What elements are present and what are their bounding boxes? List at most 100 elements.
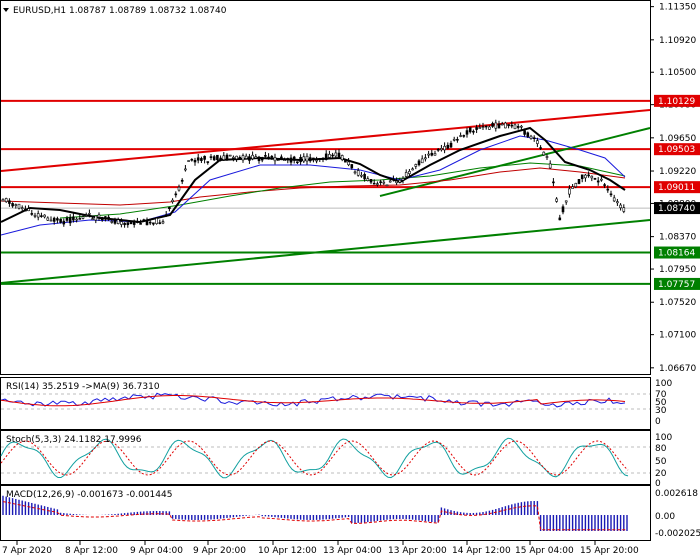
candle-body [52,217,56,222]
candle-body [609,193,613,196]
candle-body [241,155,245,161]
macd-series [2,495,628,531]
candle-body [139,223,142,225]
candle-body [468,127,472,133]
candle-body [75,218,78,221]
level-tag-label: 1.10129 [658,97,695,107]
candle-body [177,186,181,191]
macd-tick-bottom: -0.002025 [655,529,700,539]
candle-body [500,123,504,126]
candle-body [542,151,546,156]
candle-body [593,178,597,180]
candle-body [113,219,117,224]
candle-body [376,183,379,185]
candle-body [24,208,27,212]
candle-body [574,183,578,188]
candle-body [17,203,21,209]
red-upper-channel [0,109,651,172]
candle-body [196,157,200,161]
time-tick-label: 8 Apr 12:00 [65,546,118,556]
stoch-tick-20: 20 [655,469,667,479]
candle-body [120,221,123,225]
candle-body [561,206,565,213]
candle-body [81,216,85,219]
macd-signal-line [2,501,627,531]
candle-body [286,158,290,161]
candle-body [443,145,446,151]
candle-body [238,157,242,159]
candle-body [100,217,104,221]
candle-body [580,174,584,180]
candle-body [497,123,501,129]
candle-body [260,157,264,161]
candle-body [171,199,174,202]
candle-body [148,221,152,224]
stoch-title: Stoch(5,3,3) 24.1182 17.9996 [6,435,142,445]
candle-body [40,215,43,217]
time-tick-label: 15 Apr 04:00 [515,546,574,556]
stoch-tick-0: 0 [655,479,661,489]
candle-body [168,206,171,210]
moving-averages [0,126,626,236]
dropdown-triangle-icon[interactable] [3,8,9,12]
candle-body [504,122,507,129]
time-tick-label: 13 Apr 20:00 [388,546,447,556]
candle-body [123,222,126,226]
candle-body [46,217,50,221]
stoch-main-line [0,437,629,479]
candle-body [366,178,370,181]
candle-body [216,154,219,161]
candle-body [616,201,619,204]
candle-body [84,215,88,217]
level-tag-label: 1.08164 [658,249,695,259]
candle-body [158,222,162,224]
candle-body [465,130,469,135]
current-price-tag-bg [654,202,700,215]
candle-body [20,207,24,210]
candle-body [142,219,146,221]
candle-body [350,164,354,169]
candle-body [324,153,328,160]
candle-body [462,135,466,137]
level-tag-label: 1.09503 [658,145,695,155]
candle-body [436,148,440,151]
stoch-tick-50: 50 [655,457,667,467]
candle-body [228,154,232,157]
candle-body [14,204,18,206]
candle-body [184,168,187,171]
candle-body [222,155,226,160]
candle-body [302,156,306,162]
stoch-panel-frame[interactable] [0,430,651,485]
price-candles [1,119,626,228]
candle-body [36,213,40,218]
time-tick-label: 14 Apr 12:00 [452,546,511,556]
candle-body [200,158,203,161]
candle-body [372,182,376,185]
candle-body [88,213,91,215]
candle-body [392,178,395,181]
candle-body [558,217,562,221]
level-tag-bg [654,143,700,156]
rsi-ma-line [0,395,626,407]
candle-body [155,217,158,225]
candle-body [548,163,552,169]
candle-body [296,161,299,164]
candle-body [619,204,622,209]
candle-body [91,218,94,220]
candle-body [331,154,334,157]
candle-body [283,159,286,161]
candle-body [404,172,408,177]
time-tick-label: 9 Apr 04:00 [130,546,183,556]
price-tick-label: 1.07100 [659,331,696,341]
candle-body [315,159,318,162]
candle-body [219,157,222,161]
candle-body [564,200,568,203]
candle-body [440,148,443,151]
candle-body [33,214,37,217]
candle-body [360,174,363,177]
macd-panel-frame[interactable] [0,485,651,541]
candle-body [209,156,213,158]
candle-body [545,156,549,158]
time-tick-label: 7 Apr 2020 [2,546,52,556]
